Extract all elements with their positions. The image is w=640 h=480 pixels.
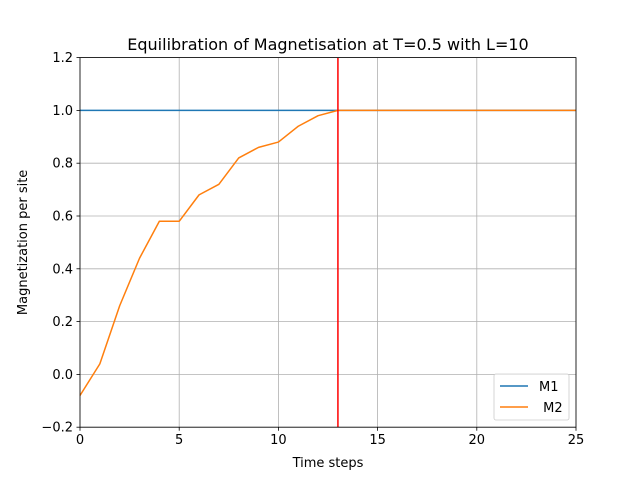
x-tick-label: 20 xyxy=(469,433,486,448)
legend-label: M2 xyxy=(539,401,563,416)
y-tick-label: 1.2 xyxy=(52,51,73,66)
ticks: 0 5 10 15 20 25 −0.2 0.0 0.2 0.4 0.6 0.8 1.0 1.2 xyxy=(41,51,584,448)
x-tick-label: 10 xyxy=(270,433,287,448)
x-axis-label: Time steps xyxy=(292,456,364,471)
x-tick-label: 5 xyxy=(175,433,183,448)
y-tick-label: −0.2 xyxy=(41,421,73,436)
y-tick-label: 0.8 xyxy=(52,157,73,172)
series-line-2 xyxy=(79,109,576,396)
y-tick-label: 1.0 xyxy=(52,104,73,119)
series-layer xyxy=(79,57,576,428)
y-axis-label: Magnetization per site xyxy=(16,170,31,315)
legend-label: M1 xyxy=(539,380,559,395)
y-tick-label: 0.4 xyxy=(52,262,73,277)
chart-title: Equilibration of Magnetisation at T=0.5 … xyxy=(127,35,528,54)
x-tick-label: 15 xyxy=(369,433,386,448)
x-tick-label: 25 xyxy=(568,433,585,448)
plot-area-frame xyxy=(79,57,577,428)
y-tick-label: 0.6 xyxy=(52,210,73,225)
y-tick-label: 0.2 xyxy=(52,315,73,330)
legend: M1 M2 xyxy=(493,373,570,421)
x-tick-label: 0 xyxy=(76,433,84,448)
y-tick-label: 0.0 xyxy=(52,368,73,383)
